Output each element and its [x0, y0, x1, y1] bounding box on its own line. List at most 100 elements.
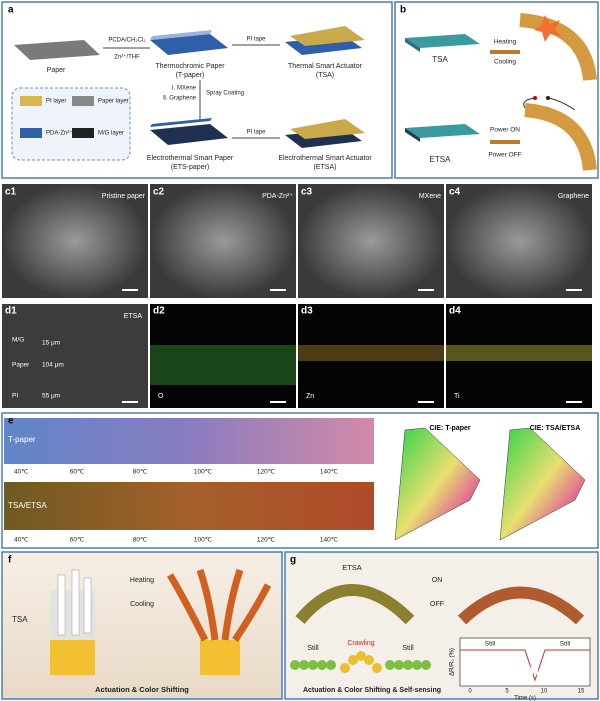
label: CIE: TSA/ETSA	[530, 425, 581, 432]
label: 5	[505, 689, 509, 695]
label: PI layer	[46, 99, 66, 105]
label: Electrothermal Smart Paper	[147, 155, 234, 162]
label: PI	[12, 393, 18, 400]
label: c4	[449, 187, 461, 198]
watermark: 知乎 @新材料资讯	[482, 665, 557, 676]
label: 100℃	[194, 537, 213, 544]
sem-image	[150, 184, 296, 298]
label: 80℃	[133, 537, 148, 544]
label: PDA-Zn²⁺ layer	[46, 130, 87, 137]
panel-b	[394, 1, 599, 179]
label: 104 μm	[42, 362, 64, 369]
label: 60℃	[70, 469, 85, 476]
label: Power ON	[490, 127, 520, 134]
label: Graphene	[558, 193, 589, 200]
panel-e	[1, 412, 599, 549]
label: T-paper	[8, 435, 36, 444]
label: TSA	[12, 615, 28, 624]
label: M/G layer	[98, 131, 124, 137]
label: ETSA	[124, 313, 143, 320]
labels: c1 Pristine paper d1 ETSA c2 PDA-Zn²⁺ d2 Oc3 MXe…	[5, 5, 589, 701]
label: Paper	[47, 67, 66, 74]
label: Cooling	[494, 59, 516, 66]
label: Ⅰ. MXene	[172, 86, 197, 92]
label: c2	[153, 187, 165, 198]
label: Still	[485, 641, 496, 648]
label: Zn²⁺/THF	[114, 54, 140, 61]
label: Paper layer	[98, 99, 129, 105]
label: 40℃	[14, 469, 29, 476]
eds-image	[2, 304, 148, 408]
label: c3	[301, 187, 313, 198]
panel-g	[284, 551, 599, 700]
eds-band	[446, 345, 592, 361]
label: d1	[5, 306, 17, 317]
label: Thermochromic Paper	[155, 63, 225, 70]
label: 120℃	[257, 537, 276, 544]
label: PI tape	[246, 37, 266, 43]
label: Time (s)	[514, 696, 536, 701]
y-axis-label: ΔR/R₀ (%)	[450, 648, 456, 676]
label: ETSA	[430, 155, 452, 164]
label: O	[158, 393, 164, 400]
label: a	[8, 5, 14, 16]
label: Cooling	[130, 601, 154, 608]
label: Still	[307, 645, 319, 652]
label: 15	[578, 689, 585, 695]
label: g	[290, 555, 296, 566]
label: Actuation & Color Shifting & Self-sensin…	[303, 687, 441, 694]
label: 100℃	[194, 469, 213, 476]
sem-image	[298, 184, 444, 298]
label: PCDA/CH₂Cl₂	[108, 38, 146, 44]
label: 140℃	[320, 469, 339, 476]
label: Power OFF	[488, 152, 521, 159]
label: (TSA)	[316, 72, 334, 79]
label: ON	[432, 577, 443, 584]
label: (ETSA)	[314, 164, 337, 171]
label: d2	[153, 306, 165, 317]
label: 140℃	[320, 537, 339, 544]
label: c1	[5, 187, 17, 198]
label: Electrothermal Smart Actuator	[278, 155, 372, 162]
label: Still	[402, 645, 414, 652]
label: b	[400, 5, 406, 16]
eds-band	[150, 345, 296, 385]
label: (ETS-paper)	[171, 164, 210, 171]
label: ETSA	[342, 563, 362, 572]
label: Zn	[306, 393, 314, 400]
label: (T-paper)	[176, 72, 205, 79]
label: 55 μm	[42, 393, 60, 400]
eds-band	[298, 345, 444, 361]
label: MXene	[419, 193, 441, 200]
label: Pristine paper	[102, 193, 146, 200]
label: Still	[560, 641, 571, 648]
label: Crawling	[347, 640, 374, 647]
label: OFF	[430, 601, 444, 608]
label: 0	[468, 689, 472, 695]
label: M/G	[12, 337, 24, 344]
panel-a	[1, 1, 393, 179]
label: TSA/ETSA	[8, 501, 47, 510]
label: Thermal Smart Actuator	[288, 63, 363, 70]
label: 80℃	[133, 469, 148, 476]
label: PI tape	[246, 130, 266, 136]
label: Ti	[454, 393, 460, 400]
label: Ⅱ. Graphene	[163, 96, 197, 102]
sem-image	[446, 184, 592, 298]
label: CIE: T-paper	[429, 425, 471, 432]
label: Actuation & Color Shifting	[95, 685, 189, 694]
label: Spray Coating	[206, 91, 244, 97]
label: Heating	[494, 39, 517, 46]
label: 60℃	[70, 537, 85, 544]
label: d4	[449, 306, 461, 317]
micrographs	[2, 184, 592, 408]
label: 15 μm	[42, 340, 60, 347]
label: 120℃	[257, 469, 276, 476]
label: TSA	[432, 55, 448, 64]
label: e	[8, 416, 14, 427]
label: d3	[301, 306, 313, 317]
label: PDA-Zn²⁺	[262, 193, 293, 200]
label: Paper	[12, 362, 30, 369]
sem-image	[2, 184, 148, 298]
